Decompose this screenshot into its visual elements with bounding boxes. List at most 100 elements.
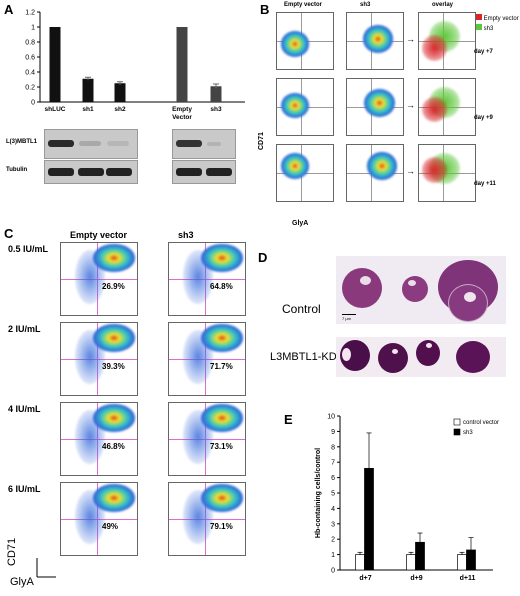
panel-e-ytick-label: 0 — [331, 568, 335, 575]
gate-percentage: 71.7% — [210, 362, 233, 371]
panel-e-ytick-label: 4 — [331, 506, 335, 513]
panel-e-ytick-label: 3 — [331, 521, 335, 528]
gate-percentage: 79.1% — [210, 522, 233, 531]
panel-c-axis-arrows — [36, 558, 56, 578]
facs-b-row2-sh3 — [346, 78, 404, 136]
blot-tubulin-left — [44, 160, 138, 184]
panel-a-bar — [210, 86, 222, 102]
blot-l3mbtl1-right — [172, 129, 236, 159]
panel-a-xtick-label: sh2 — [114, 106, 126, 113]
gate-percentage: 39.3% — [102, 362, 125, 371]
panel-a-xtick-label: Empty — [172, 106, 192, 113]
gate-percentage: 46.8% — [102, 442, 125, 451]
panel-a-bar — [114, 83, 126, 102]
panel-e-ytick-label: 9 — [331, 429, 335, 436]
panel-c-ylabel: CD71 — [6, 537, 18, 566]
micrograph-control: 7 µm — [336, 256, 506, 324]
panel-a-xtick-label: shLUC — [45, 106, 66, 113]
panel-e-legend-swatch — [453, 418, 461, 426]
panel-a-xtick-label: Vector — [172, 114, 192, 121]
arrow-icon: → — [406, 166, 415, 176]
panel-c-xlabel: GlyA — [10, 576, 34, 588]
panel-e-legend-label: control vector — [463, 420, 499, 426]
blot-label-tubulin: Tubulin — [6, 167, 28, 173]
panel-d-letter: D — [258, 250, 268, 265]
panel-e-ytick-label: 2 — [331, 537, 335, 544]
panel-e-ytick-label: 1 — [331, 552, 335, 559]
panel-e-bar — [457, 554, 467, 571]
scalebar-label: 7 µm — [342, 316, 351, 321]
panel-e-bar — [355, 554, 365, 571]
panel-a-ytick-label: 0.8 — [25, 40, 35, 47]
facs-b-row3-sh3 — [346, 144, 404, 202]
panel-e-bar — [415, 541, 425, 571]
panel-e-ylabel: Hb-containing cells/control — [315, 448, 322, 538]
day-label-7: day +7 — [474, 49, 493, 55]
panel-e-bar — [406, 554, 416, 571]
panel-e-ytick-label: 5 — [331, 491, 335, 498]
panel-a-ytick-label: 1.2 — [25, 10, 35, 17]
arrow-icon: → — [406, 34, 415, 44]
panel-e-ytick-label: 10 — [327, 414, 335, 421]
facs-c-row4-empty-vector — [60, 482, 138, 556]
gate-percentage: 26.9% — [102, 282, 125, 291]
panel-a-ytick-label: 0.6 — [25, 55, 35, 62]
panel-b-header-empty-vector: Empty vector — [284, 2, 323, 8]
panel-b-legend: Empty vector sh3 — [476, 14, 519, 32]
panel-a-ytick-label: 0.2 — [25, 85, 35, 92]
gate-percentage: 49% — [102, 522, 119, 531]
panel-e-xtick-label: d+11 — [460, 575, 476, 582]
panel-a-bar — [49, 27, 61, 102]
panel-b-header-sh3: sh3 — [360, 2, 371, 8]
legend-item-empty-vector: Empty vector — [476, 14, 519, 22]
facs-b-row1-overlay — [418, 12, 476, 70]
facs-b-row2-overlay — [418, 78, 476, 136]
arrow-icon: → — [406, 100, 415, 110]
panel-a-letter: A — [4, 2, 14, 17]
facs-c-row1-sh3 — [168, 242, 246, 316]
panel-c-header-sh3: sh3 — [178, 230, 194, 240]
facs-c-row2-sh3 — [168, 322, 246, 396]
panel-e-bar-chart: 0 1 2 3 4 5 6 7 8 9 10 Hb-containing cells/control d… — [315, 414, 499, 583]
dose-label: 0.5 IU/mL — [8, 244, 49, 254]
day-label-9: day +9 — [474, 115, 493, 121]
dose-label: 6 IU/mL — [8, 484, 41, 494]
panel-e-ytick-label: 6 — [331, 475, 335, 482]
panel-e-xtick-label: d+9 — [410, 575, 422, 582]
facs-b-row2-empty-vector — [276, 78, 334, 136]
panel-e-legend-swatch — [453, 428, 461, 436]
scalebar-line — [342, 314, 356, 315]
dose-label: 4 IU/mL — [8, 404, 41, 414]
facs-c-row2-empty-vector — [60, 322, 138, 396]
facs-b-row3-overlay — [418, 144, 476, 202]
panel-e-legend-label: sh3 — [463, 430, 473, 436]
panel-b-xlabel: GlyA — [292, 220, 309, 227]
panel-a-bar — [176, 27, 188, 102]
day-label-11: day +11 — [474, 181, 496, 187]
micrograph-kd — [336, 337, 506, 377]
panel-b-ylabel: CD71 — [258, 132, 265, 150]
facs-b-row1-sh3 — [346, 12, 404, 70]
panel-a-xtick-label: sh3 — [210, 106, 222, 113]
panel-e-ytick-label: 7 — [331, 460, 335, 467]
blot-tubulin-right — [172, 160, 236, 184]
panel-a-xtick-label: sh1 — [82, 106, 94, 113]
panel-d-label-kd: L3MBTL1-KD — [270, 351, 337, 363]
panel-e-bar — [466, 549, 476, 571]
panel-a-bar — [82, 78, 94, 102]
panel-b-letter: B — [260, 2, 270, 17]
panel-b-header-overlay: overlay — [432, 2, 454, 8]
gate-percentage: 73.1% — [210, 442, 233, 451]
blot-l3mbtl1-left — [44, 129, 138, 159]
panel-a-ytick-label: 0 — [31, 100, 35, 107]
facs-c-row4-sh3 — [168, 482, 246, 556]
panel-e-xtick-label: d+7 — [359, 575, 371, 582]
facs-c-row3-sh3 — [168, 402, 246, 476]
panel-d-label-control: Control — [282, 302, 321, 316]
panel-a-ytick-label: 1 — [31, 25, 35, 32]
panel-c-letter: C — [4, 226, 14, 241]
facs-b-row1-empty-vector — [276, 12, 334, 70]
panel-e-ytick-label: 8 — [331, 444, 335, 451]
panel-a-ytick-label: 0.4 — [25, 70, 35, 77]
